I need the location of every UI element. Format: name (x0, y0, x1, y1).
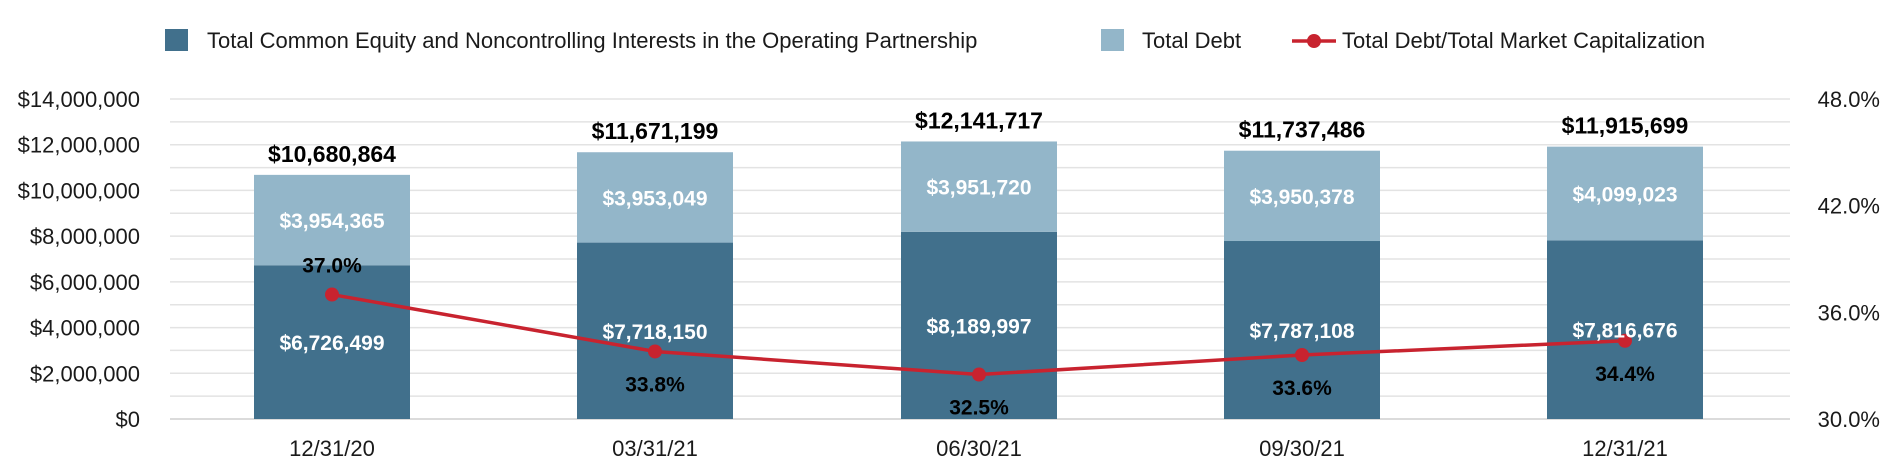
x-tick-label: 12/31/20 (289, 436, 375, 461)
bar-equity-label: $7,718,150 (602, 321, 707, 344)
ratio-point (1295, 348, 1309, 362)
ratio-point (648, 344, 662, 359)
bar-debt (577, 152, 733, 243)
ratio-point-label: 32.5% (949, 397, 1009, 420)
bar-debt (1547, 146, 1703, 241)
bar-total-label: $12,141,717 (915, 107, 1043, 133)
bar-total-label: $10,680,864 (268, 141, 396, 167)
y-left-tick-label: $2,000,000 (30, 361, 140, 386)
ratio-point-label: 33.8% (625, 373, 685, 396)
bar-debt (1224, 150, 1380, 242)
x-tick-label: 06/30/21 (936, 436, 1022, 461)
ratio-point (1618, 333, 1632, 348)
bar-debt-label: $3,954,365 (279, 210, 384, 233)
legend-swatch-equity (165, 29, 188, 51)
bar-equity-label: $7,787,108 (1249, 320, 1354, 343)
bar-equity-label: $7,816,676 (1572, 320, 1677, 343)
bar-debt (254, 174, 410, 266)
x-tick-label: 03/31/21 (612, 436, 698, 461)
x-tick-label: 12/31/21 (1582, 436, 1668, 461)
y-left-tick-label: $12,000,000 (18, 133, 140, 158)
y-right-tick-label: 36.0% (1818, 300, 1880, 325)
bar-equity (901, 231, 1057, 419)
bar-total-label: $11,671,199 (592, 118, 719, 144)
bars (254, 141, 1703, 419)
bar-equity-label: $6,726,499 (279, 332, 384, 355)
bar-debt-label: $3,953,049 (602, 187, 707, 210)
bar-equity (1547, 240, 1703, 419)
ratio-point (325, 287, 339, 302)
y-left-tick-label: $0 (116, 407, 140, 432)
axes: $0 $2,000,000 $4,000,000 $6,000,000 $8,000,0… (18, 87, 1880, 461)
bar-debt-label: $4,099,023 (1572, 183, 1677, 206)
x-tick-label: 09/30/21 (1259, 436, 1345, 461)
y-right-tick-label: 30.0% (1818, 407, 1880, 432)
y-left-tick-label: $6,000,000 (30, 270, 140, 295)
bar-equity-label: $8,189,997 (926, 315, 1031, 338)
bar-debt (901, 141, 1057, 232)
ratio-point (972, 367, 986, 382)
legend-label-debt: Total Debt (1142, 28, 1241, 53)
y-left-tick-label: $8,000,000 (30, 224, 140, 249)
y-left-tick-label: $14,000,000 (18, 87, 140, 112)
bar-total-label: $11,915,699 (1562, 113, 1689, 139)
legend: Total Common Equity and Noncontrolling I… (165, 28, 1705, 53)
data-labels: $3,954,365 $6,726,499 $10,680,864 $3,953,04… (268, 107, 1688, 419)
bar-debt-label: $3,950,378 (1249, 186, 1354, 209)
legend-swatch-debt (1101, 29, 1124, 51)
bar-debt-label: $3,951,720 (926, 177, 1031, 200)
y-left-tick-label: $4,000,000 (30, 316, 140, 341)
y-left-tick-label: $10,000,000 (18, 178, 140, 203)
ratio-point-label: 37.0% (302, 255, 362, 278)
ratio-point-label: 34.4% (1595, 363, 1655, 386)
bar-equity (1224, 241, 1380, 419)
bar-equity (577, 242, 733, 419)
line-series (325, 287, 1632, 382)
legend-label-equity: Total Common Equity and Noncontrolling I… (207, 28, 977, 53)
bar-total-label: $11,737,486 (1239, 117, 1366, 143)
ratio-point-label: 33.6% (1272, 377, 1332, 400)
legend-marker-ratio (1307, 34, 1321, 48)
legend-label-ratio: Total Debt/Total Market Capitalization (1342, 28, 1705, 53)
y-right-tick-label: 48.0% (1818, 87, 1880, 112)
y-right-tick-label: 42.0% (1818, 194, 1880, 219)
